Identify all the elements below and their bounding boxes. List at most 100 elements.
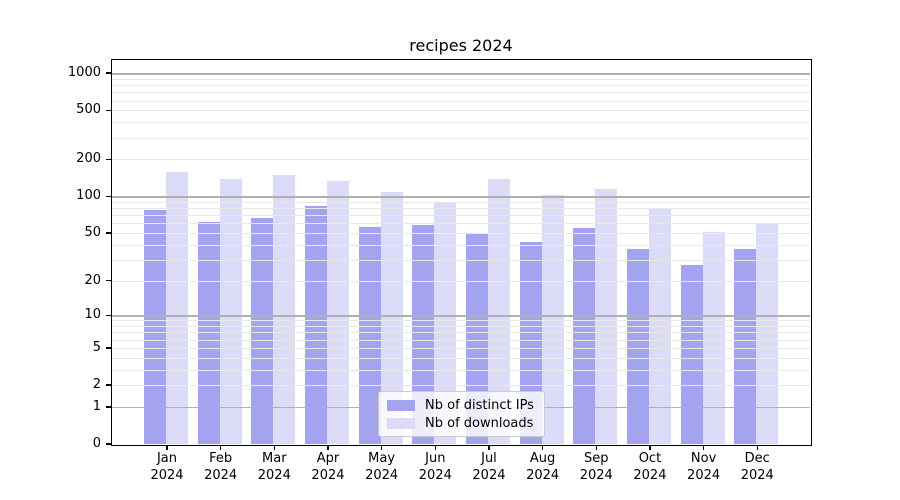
x-tick-label: Feb 2024	[191, 450, 251, 484]
legend-row: Nb of downloads	[387, 416, 544, 431]
x-tick-label: Sep 2024	[566, 450, 626, 484]
y-gridline-minor	[112, 78, 810, 80]
bar-downloads-oct	[648, 208, 671, 444]
y-tick-mark	[106, 314, 112, 317]
y-gridline-minor	[112, 385, 810, 387]
y-tick-mark	[106, 384, 112, 386]
x-tick-month: Mar	[262, 451, 287, 466]
x-tick-year: 2024	[150, 468, 184, 483]
y-gridline-minor	[112, 85, 810, 87]
x-tick-month: Jun	[425, 451, 446, 466]
y-gridline-major	[112, 73, 810, 75]
x-tick-month: Apr	[316, 451, 340, 466]
x-tick-mark	[380, 445, 383, 450]
x-tick-label: Jul 2024	[459, 450, 519, 484]
bar-distinct-ips-nov	[680, 265, 703, 444]
y-tick-label: 50	[84, 224, 101, 240]
legend-label: Nb of distinct IPs	[425, 397, 534, 413]
x-tick-year: 2024	[633, 468, 667, 483]
x-tick-month: Aug	[529, 451, 556, 466]
x-tick-year: 2024	[740, 468, 774, 483]
y-gridline-minor	[112, 339, 810, 341]
x-tick-mark	[649, 445, 651, 450]
y-gridline-minor	[112, 208, 810, 210]
x-tick-mark	[219, 445, 222, 450]
y-tick-label: 200	[76, 151, 101, 167]
bar-downloads-aug	[541, 194, 564, 444]
bar-distinct-ips-apr	[304, 206, 327, 444]
y-gridline-minor	[112, 232, 810, 234]
y-gridline-minor	[112, 201, 810, 203]
x-tick-mark	[488, 445, 490, 450]
y-tick-mark	[106, 109, 112, 112]
chart-title: recipes 2024	[409, 36, 513, 55]
bar-downloads-mar	[273, 175, 296, 444]
y-gridline-minor	[112, 357, 810, 359]
y-tick-mark	[106, 406, 112, 408]
y-gridline-minor	[112, 223, 810, 225]
y-gridline-minor	[112, 92, 810, 94]
legend-swatch-downloads	[387, 417, 415, 429]
x-tick-year: 2024	[526, 468, 560, 483]
y-gridline-minor	[112, 159, 810, 161]
y-tick-mark	[106, 232, 112, 234]
x-tick-year: 2024	[472, 468, 506, 483]
x-tick-month: Jul	[481, 451, 497, 466]
y-tick-label: 2	[92, 377, 101, 393]
x-tick-label: May 2024	[352, 450, 412, 484]
x-tick-month: Dec	[744, 451, 770, 466]
y-gridline-minor	[112, 215, 810, 217]
y-tick-label: 1000	[67, 65, 101, 81]
y-gridline-minor	[112, 100, 810, 102]
y-gridline-major	[112, 315, 810, 317]
y-gridline-major	[112, 196, 810, 198]
x-tick-year: 2024	[687, 468, 721, 483]
y-tick-label: 500	[76, 102, 101, 118]
y-tick-mark	[106, 443, 112, 445]
x-tick-month: Feb	[209, 451, 233, 466]
y-gridline-minor	[112, 369, 810, 371]
x-tick-label: Jan 2024	[137, 450, 197, 484]
y-gridline-minor	[112, 320, 810, 322]
x-tick-mark	[327, 445, 329, 450]
x-tick-year: 2024	[579, 468, 613, 483]
x-tick-mark	[166, 445, 168, 450]
x-tick-month: May	[368, 451, 396, 466]
y-tick-mark	[106, 72, 112, 74]
bar-downloads-feb	[219, 179, 242, 444]
y-gridline-minor	[112, 110, 810, 112]
y-tick-label: 0	[92, 436, 101, 451]
x-tick-mark	[756, 445, 758, 450]
x-tick-year: 2024	[418, 468, 452, 483]
y-gridline-minor	[112, 280, 810, 282]
bar-distinct-ips-oct	[626, 248, 649, 444]
x-tick-label: Apr 2024	[298, 450, 358, 484]
plot-area	[112, 60, 810, 444]
x-tick-year: 2024	[365, 468, 399, 483]
y-tick-mark	[106, 158, 112, 161]
bar-distinct-ips-dec	[734, 248, 757, 444]
x-tick-year: 2024	[257, 468, 291, 483]
x-tick-label: Dec 2024	[727, 450, 787, 484]
y-tick-label: 20	[84, 272, 101, 288]
y-tick-label: 100	[76, 188, 101, 204]
x-tick-mark	[595, 445, 598, 450]
y-gridline-minor	[112, 332, 810, 334]
y-tick-mark	[106, 279, 112, 282]
legend-label: Nb of downloads	[425, 415, 534, 431]
bar-distinct-ips-jun	[412, 225, 435, 444]
x-tick-month: Oct	[638, 451, 662, 466]
y-gridline-minor	[112, 244, 810, 246]
x-tick-month: Jan	[156, 451, 178, 466]
bar-distinct-ips-mar	[251, 217, 274, 444]
y-gridline-minor	[112, 122, 810, 124]
x-tick-mark	[702, 445, 705, 450]
bar-downloads-jun	[434, 203, 457, 444]
x-tick-year: 2024	[311, 468, 345, 483]
bar-downloads-jan	[166, 171, 188, 444]
bar-downloads-nov	[702, 231, 725, 444]
bar-downloads-dec	[756, 224, 779, 444]
x-tick-mark	[273, 445, 276, 450]
x-tick-mark	[434, 445, 437, 450]
x-tick-month: Nov	[690, 451, 717, 466]
